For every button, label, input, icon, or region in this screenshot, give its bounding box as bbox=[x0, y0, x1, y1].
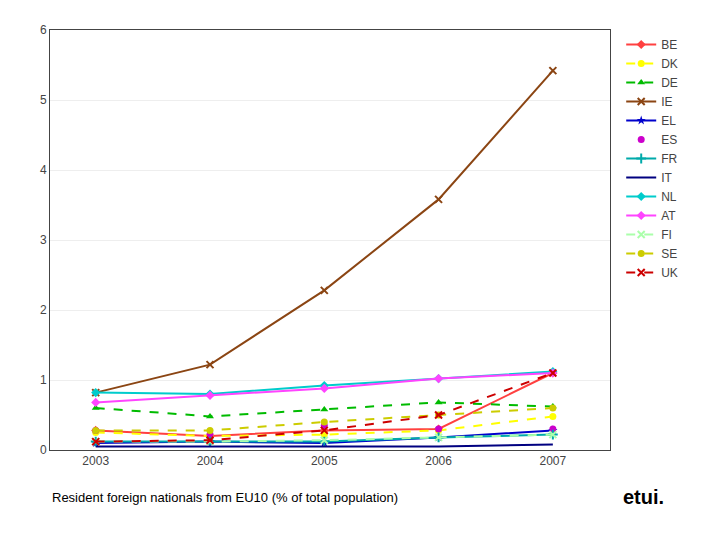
svg-text:5: 5 bbox=[40, 93, 47, 107]
svg-text:2: 2 bbox=[40, 303, 47, 317]
svg-text:EL: EL bbox=[661, 114, 676, 128]
svg-text:IT: IT bbox=[661, 171, 672, 185]
svg-text:2007: 2007 bbox=[540, 454, 567, 468]
svg-text:2004: 2004 bbox=[197, 454, 224, 468]
svg-text:0: 0 bbox=[40, 443, 47, 457]
svg-text:6: 6 bbox=[40, 23, 47, 37]
svg-text:2003: 2003 bbox=[82, 454, 109, 468]
svg-text:FR: FR bbox=[661, 152, 677, 166]
svg-text:SE: SE bbox=[661, 247, 677, 261]
svg-text:2006: 2006 bbox=[425, 454, 452, 468]
svg-text:BE: BE bbox=[661, 38, 677, 52]
svg-text:DK: DK bbox=[661, 57, 678, 71]
svg-text:2005: 2005 bbox=[311, 454, 338, 468]
svg-text:NL: NL bbox=[661, 190, 677, 204]
svg-text:UK: UK bbox=[661, 266, 678, 280]
svg-text:DE: DE bbox=[661, 76, 678, 90]
svg-text:3: 3 bbox=[40, 233, 47, 247]
svg-text:FI: FI bbox=[661, 228, 672, 242]
svg-text:AT: AT bbox=[661, 209, 676, 223]
svg-text:etui.: etui. bbox=[623, 486, 664, 508]
svg-text:IE: IE bbox=[661, 95, 672, 109]
svg-text:1: 1 bbox=[40, 373, 47, 387]
svg-text:4: 4 bbox=[40, 163, 47, 177]
svg-text:ES: ES bbox=[661, 133, 677, 147]
svg-text:Resident foreign nationals fro: Resident foreign nationals from EU10 (% … bbox=[52, 490, 398, 505]
